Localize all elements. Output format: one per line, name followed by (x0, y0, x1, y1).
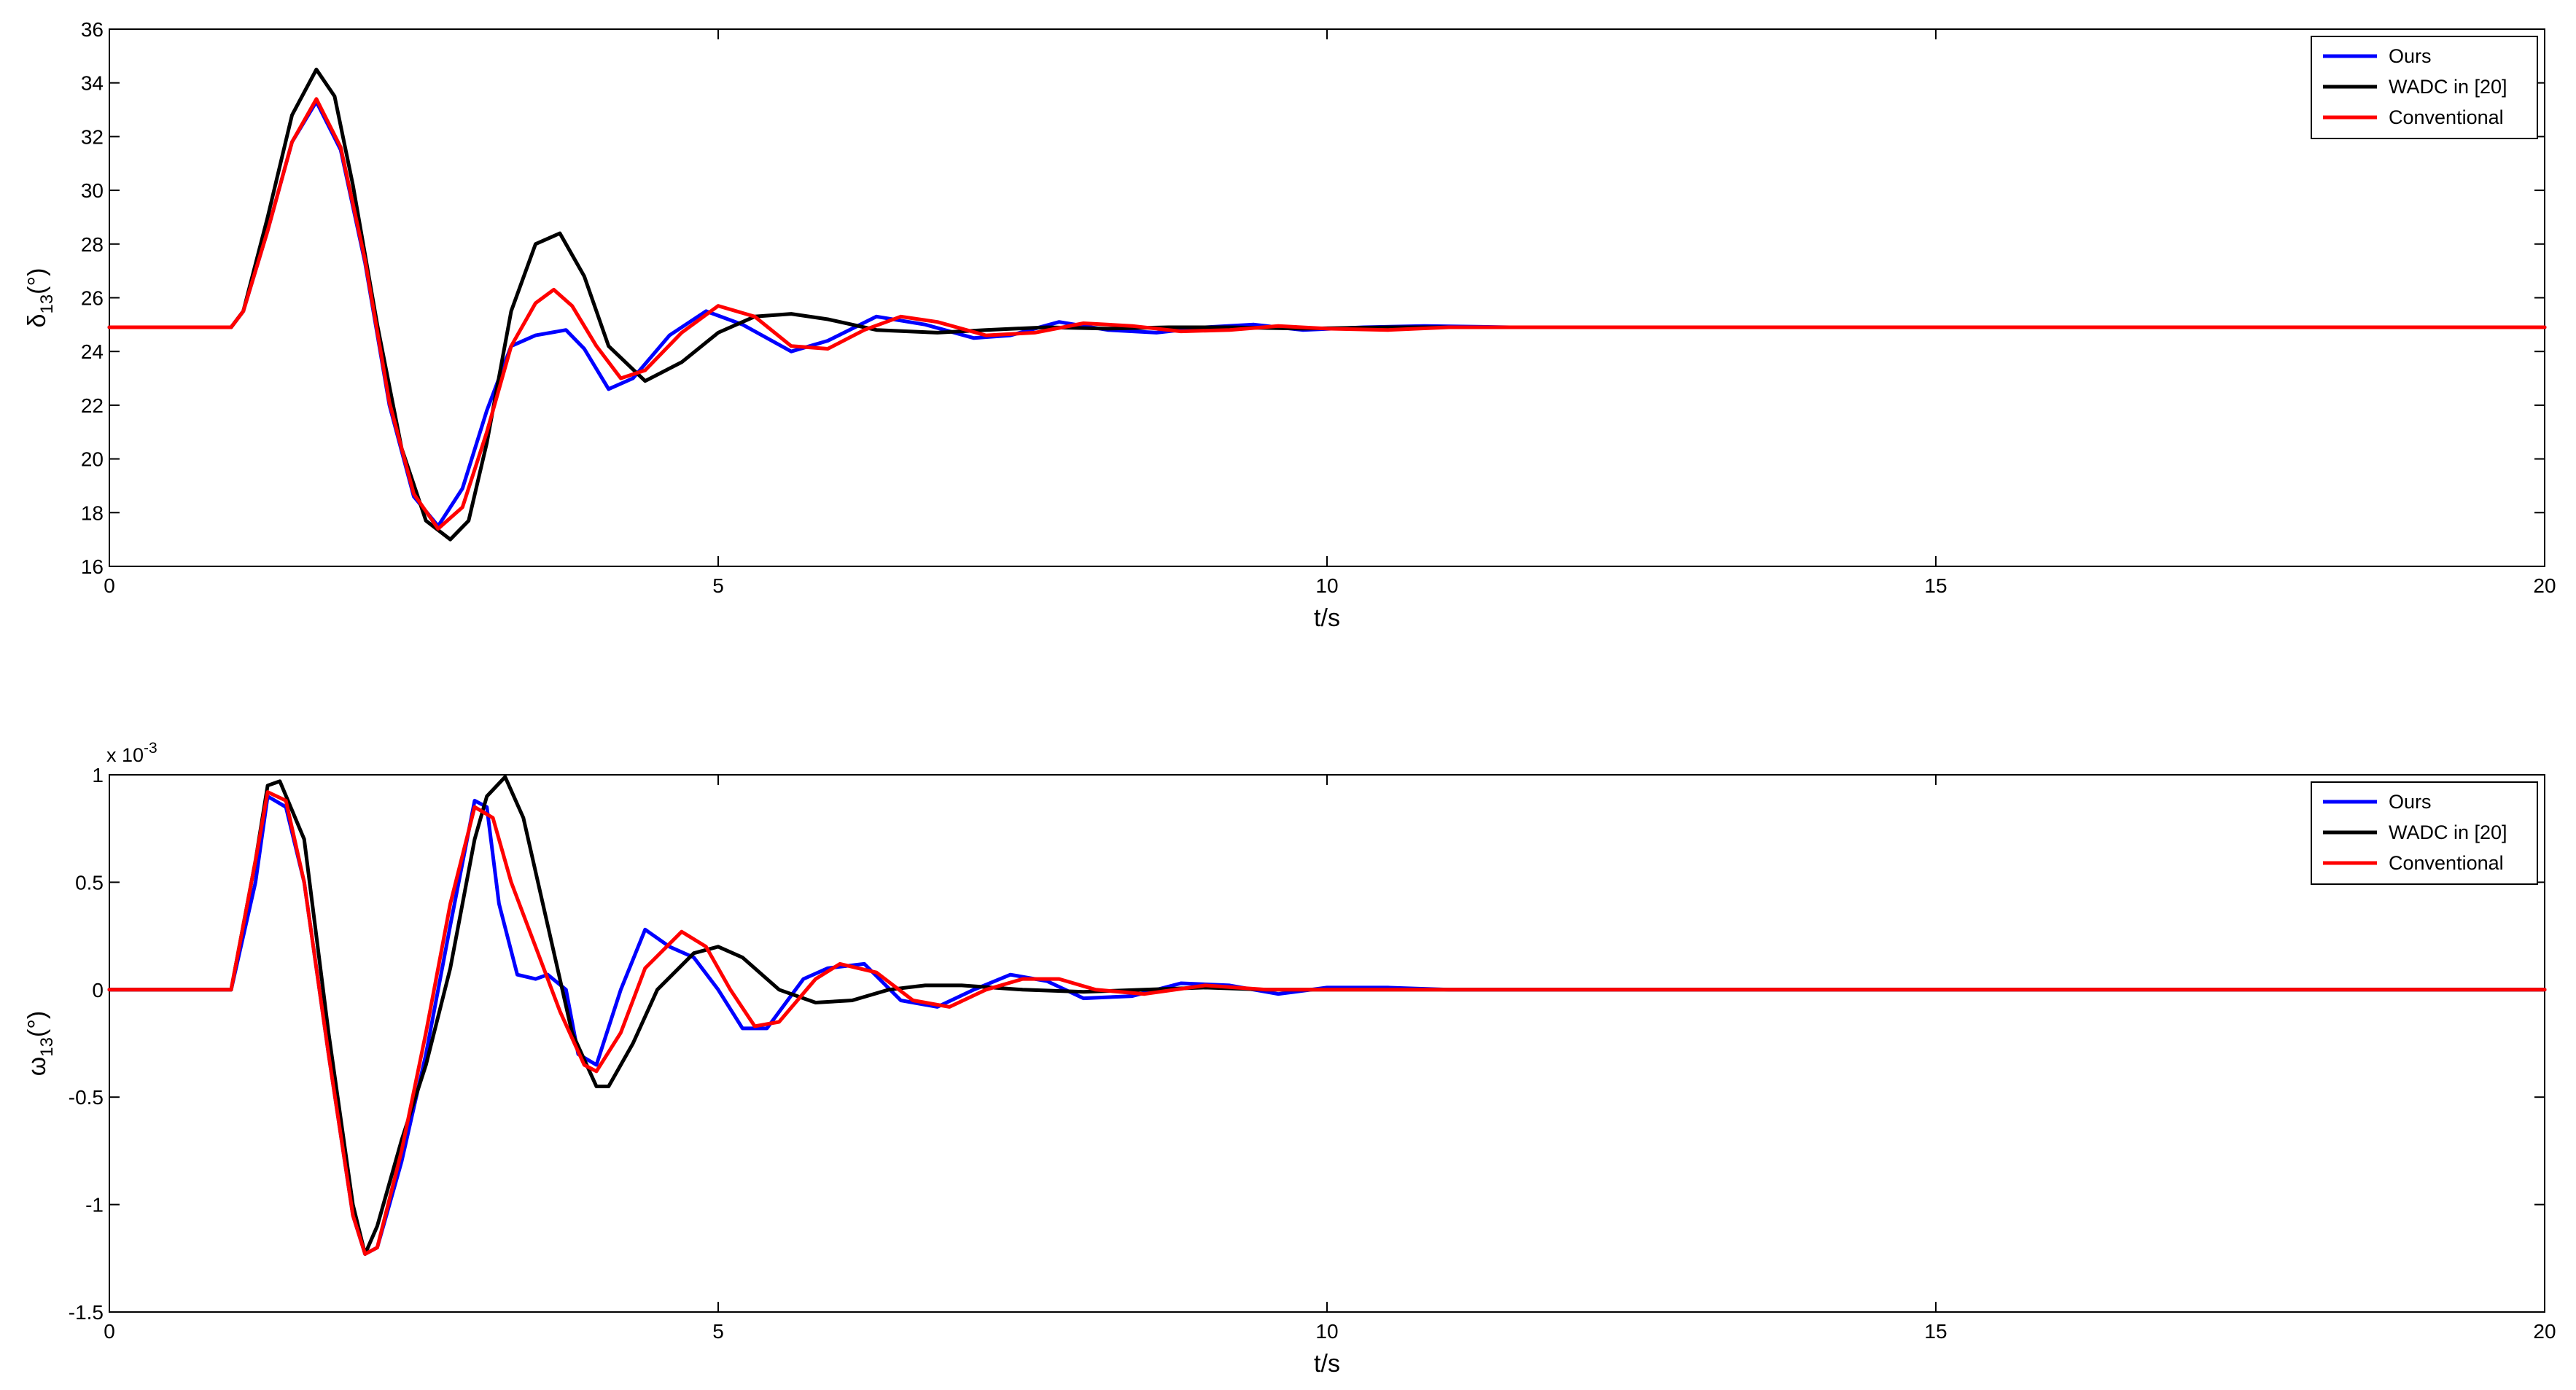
bottom-y-axis-label-unit: (°) (23, 1011, 51, 1037)
top-y-axis-label: δ13(°) (23, 268, 57, 328)
bottom-y-tick-label: 0.5 (75, 871, 104, 894)
top-y-tick-label: 34 (81, 72, 104, 95)
bottom-x-tick-label: 5 (712, 1320, 724, 1343)
top-y-tick-label: 16 (81, 555, 104, 578)
bottom-subplot: 0 5 10 15 20 -1.5 -1 -0.5 0 0.5 1 t/s ω13(°) x 10-… (23, 740, 2556, 1378)
top-legend-label-1: WADC in [20] (2389, 76, 2507, 98)
bottom-y-tick-label: -1.5 (69, 1301, 104, 1324)
bottom-y-exponent-power: -3 (144, 740, 157, 757)
top-y-tick-label: 26 (81, 287, 104, 310)
bottom-x-axis-label: t/s (1314, 1350, 1340, 1378)
bottom-y-axis-label-sub: 13 (37, 1037, 57, 1057)
top-plot-area (109, 28, 2545, 567)
bottom-y-tick-label: -1 (85, 1194, 104, 1217)
bottom-axis-ticks (109, 774, 2545, 1313)
bottom-y-exponent-label: x 10-3 (106, 740, 157, 766)
bottom-y-exponent-base: x 10 (106, 744, 144, 766)
bottom-legend-label-0: Ours (2389, 791, 2432, 813)
top-y-tick-label: 28 (81, 233, 104, 256)
top-y-tick-label: 30 (81, 179, 104, 202)
bottom-y-tick-label: -0.5 (69, 1086, 104, 1109)
top-series-line-1 (107, 67, 2547, 542)
top-axis-ticks (109, 28, 2545, 567)
bottom-y-axis-label-main: ω (23, 1057, 51, 1077)
bottom-legend: Ours WADC in [20] Conventional (2311, 781, 2538, 885)
top-y-tick-label: 22 (81, 394, 104, 417)
bottom-legend-label-1: WADC in [20] (2389, 821, 2507, 843)
bottom-legend-label-2: Conventional (2389, 852, 2504, 874)
bottom-x-tick-label: 15 (1924, 1320, 1947, 1343)
top-legend-label-0: Ours (2389, 45, 2432, 67)
bottom-plot-area (109, 774, 2545, 1313)
top-y-tick-label: 24 (81, 340, 104, 363)
top-legend: Ours WADC in [20] Conventional (2311, 36, 2538, 139)
top-y-axis-label-sub: 13 (37, 294, 57, 314)
bottom-x-tick-label: 20 (2533, 1320, 2556, 1343)
top-series-lines (107, 67, 2547, 542)
top-y-axis-label-unit: (°) (23, 268, 51, 294)
top-tick-labels: 0 5 10 15 20 16 18 20 22 24 26 28 30 32 34 36 (81, 18, 2556, 597)
top-subplot: 0 5 10 15 20 16 18 20 22 24 26 28 30 32 34 36 t/s δ13(°… (23, 18, 2556, 632)
bottom-x-tick-label: 0 (104, 1320, 115, 1343)
top-x-tick-label: 10 (1315, 574, 1338, 597)
bottom-y-axis-label: ω13(°) (23, 1011, 57, 1077)
top-x-tick-label: 5 (712, 574, 724, 597)
bottom-x-tick-label: 10 (1315, 1320, 1338, 1343)
top-y-tick-label: 36 (81, 18, 104, 41)
bottom-series-line-2 (107, 790, 2547, 1256)
top-y-axis-label-main: δ (23, 314, 51, 328)
bottom-tick-labels: 0 5 10 15 20 -1.5 -1 -0.5 0 0.5 1 (69, 764, 2556, 1343)
bottom-y-tick-label: 0 (92, 979, 104, 1001)
top-x-tick-label: 15 (1924, 574, 1947, 597)
bottom-y-tick-label: 1 (92, 764, 104, 786)
bottom-series-lines (107, 775, 2547, 1256)
top-x-tick-label: 0 (104, 574, 115, 597)
bottom-series-line-1 (107, 775, 2547, 1256)
top-y-tick-label: 18 (81, 501, 104, 524)
top-legend-label-2: Conventional (2389, 106, 2504, 128)
top-y-tick-label: 20 (81, 448, 104, 471)
top-series-line-2 (107, 97, 2547, 531)
top-x-axis-label: t/s (1314, 604, 1340, 632)
top-y-tick-label: 32 (81, 125, 104, 148)
top-x-tick-label: 20 (2533, 574, 2556, 597)
